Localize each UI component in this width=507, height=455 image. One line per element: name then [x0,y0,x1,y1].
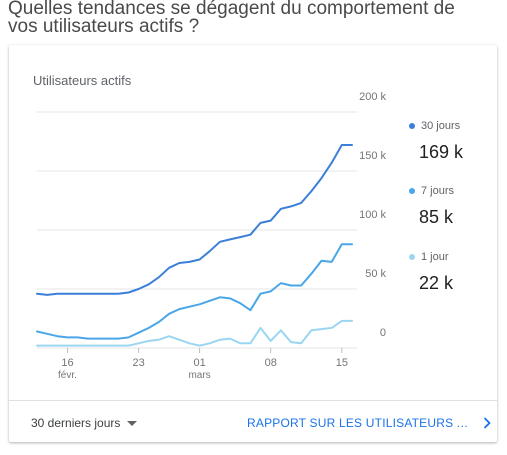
legend-text-7-days: 7 jours [421,185,455,197]
series-dot-1-day [409,254,415,260]
report-link-label: RAPPORT SUR LES UTILISATEURS ACTIFS [247,416,469,430]
legend-text-30-days: 30 jours [421,120,461,132]
y-tick-label: 200 k [359,91,386,103]
footer-divider [9,400,497,401]
date-range-label: 30 derniers jours [31,416,121,430]
x-tick-label: 15 [336,357,348,369]
series-dot-7-days [409,188,415,194]
legend-label-7-days: 7 jours [409,184,489,198]
legend-label-1-day: 1 jour [409,250,489,264]
y-tick-label: 100 k [359,209,386,221]
series-line [36,144,353,296]
active-users-report-link[interactable]: RAPPORT SUR LES UTILISATEURS ACTIFS [247,412,491,434]
date-range-dropdown[interactable]: 30 derniers jours [31,412,138,434]
y-tick-label: 0 [380,327,386,339]
legend-value-30-days: 169 k [419,142,464,162]
card-title: Utilisateurs actifs [33,73,132,88]
caret-down-icon [127,420,138,426]
series-dot-30-days [409,123,415,129]
legend-item-30-days: 30 jours 169 k [409,119,489,163]
x-tick-label: 16 [61,357,73,369]
page-title: Quelles tendances se dégagent du comport… [8,0,455,37]
y-tick-label: 50 k [365,268,386,280]
legend-value-7-days: 85 k [419,207,454,227]
series-line [36,319,353,347]
x-tick-sublabel: févr. [58,370,77,381]
x-tick-label: 23 [132,357,144,369]
x-tick-sublabel: mars [188,370,210,381]
y-tick-label: 150 k [359,150,386,162]
legend-item-1-day: 1 jour 22 k [409,250,489,294]
legend-label-30-days: 30 jours [409,119,489,133]
legend-text-1-day: 1 jour [421,251,449,263]
legend-value-1-day: 22 k [419,273,454,293]
chevron-right-icon [483,417,491,429]
legend-item-7-days: 7 jours 85 k [409,184,489,228]
x-tick-label: 08 [265,357,277,369]
x-tick-label: 01 [193,357,205,369]
active-users-card: Utilisateurs actifs 0 50 k 100 k 150 k 200 k… [9,45,497,442]
series-line [36,243,353,340]
